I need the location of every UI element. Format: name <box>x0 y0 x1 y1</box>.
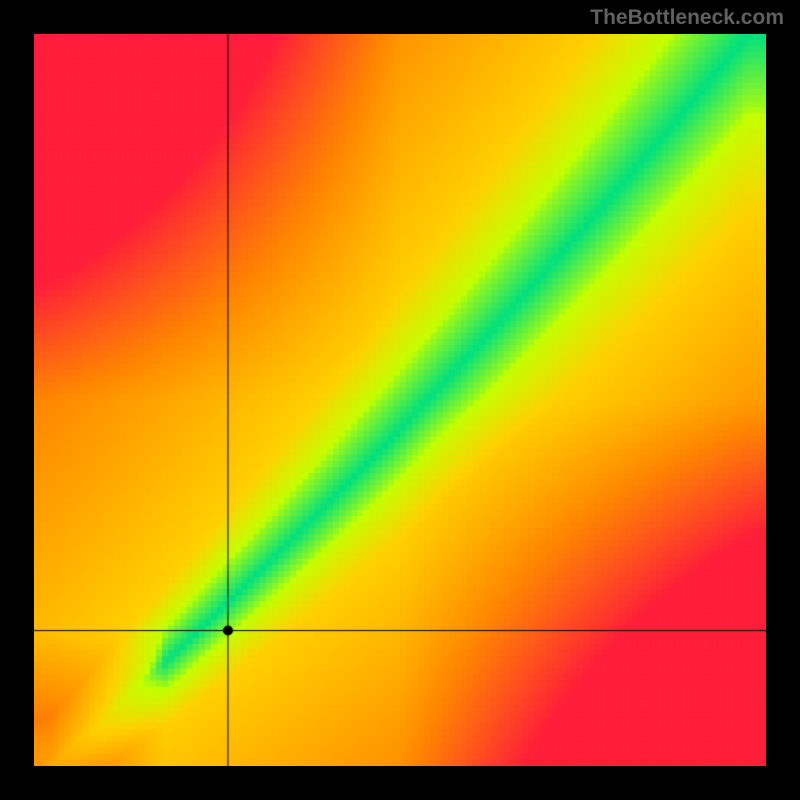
watermark-text: TheBottleneck.com <box>590 6 784 30</box>
bottleneck-heatmap <box>34 34 766 766</box>
chart-container: TheBottleneck.com <box>0 0 800 800</box>
